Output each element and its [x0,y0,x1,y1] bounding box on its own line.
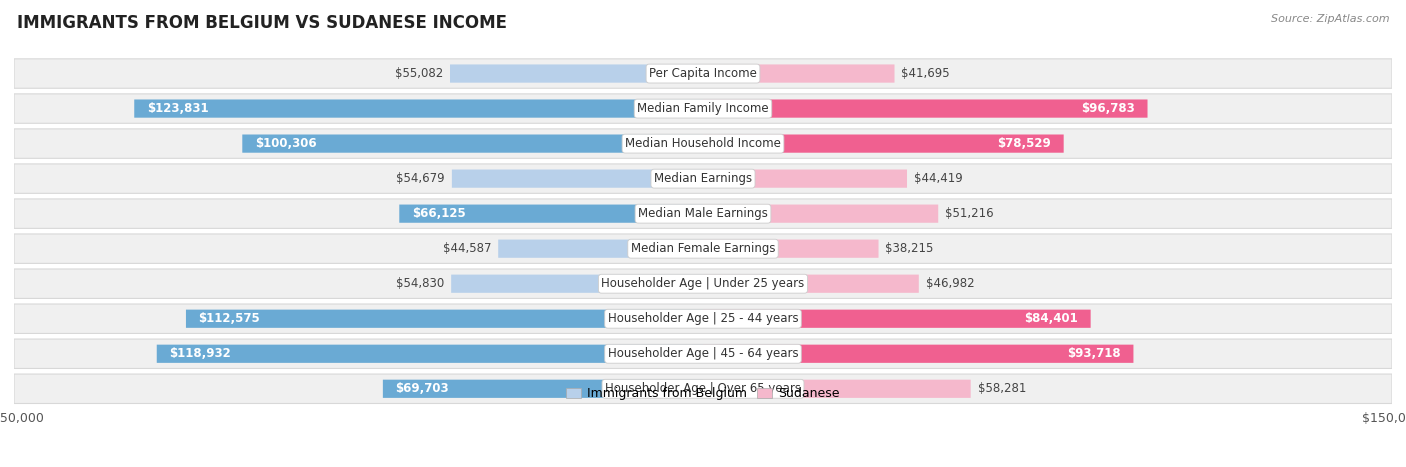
FancyBboxPatch shape [703,134,1064,153]
Text: Householder Age | Over 65 years: Householder Age | Over 65 years [605,382,801,395]
FancyBboxPatch shape [703,345,1133,363]
FancyBboxPatch shape [186,310,703,328]
Text: $66,125: $66,125 [412,207,465,220]
Text: Median Earnings: Median Earnings [654,172,752,185]
Text: $41,695: $41,695 [901,67,950,80]
Text: Median Male Earnings: Median Male Earnings [638,207,768,220]
Text: $44,419: $44,419 [914,172,963,185]
Text: $54,830: $54,830 [396,277,444,290]
FancyBboxPatch shape [703,99,1147,118]
FancyBboxPatch shape [14,129,1392,158]
Text: $93,718: $93,718 [1067,347,1121,360]
FancyBboxPatch shape [14,374,1392,403]
Text: Householder Age | Under 25 years: Householder Age | Under 25 years [602,277,804,290]
FancyBboxPatch shape [134,99,703,118]
Text: $96,783: $96,783 [1081,102,1135,115]
Text: $118,932: $118,932 [169,347,231,360]
FancyBboxPatch shape [156,345,703,363]
FancyBboxPatch shape [14,199,1392,228]
FancyBboxPatch shape [703,310,1091,328]
FancyBboxPatch shape [498,240,703,258]
Text: $55,082: $55,082 [395,67,443,80]
FancyBboxPatch shape [703,380,970,398]
Text: $54,679: $54,679 [396,172,444,185]
FancyBboxPatch shape [703,240,879,258]
FancyBboxPatch shape [14,269,1392,298]
FancyBboxPatch shape [450,64,703,83]
Text: $51,216: $51,216 [945,207,994,220]
Text: Median Family Income: Median Family Income [637,102,769,115]
Text: $78,529: $78,529 [997,137,1052,150]
Legend: Immigrants from Belgium, Sudanese: Immigrants from Belgium, Sudanese [567,388,839,400]
FancyBboxPatch shape [451,275,703,293]
Text: $84,401: $84,401 [1025,312,1078,325]
Text: $100,306: $100,306 [254,137,316,150]
Text: $123,831: $123,831 [146,102,208,115]
Text: Median Household Income: Median Household Income [626,137,780,150]
FancyBboxPatch shape [399,205,703,223]
FancyBboxPatch shape [703,275,918,293]
FancyBboxPatch shape [14,234,1392,263]
FancyBboxPatch shape [14,94,1392,123]
Text: $44,587: $44,587 [443,242,491,255]
Text: Per Capita Income: Per Capita Income [650,67,756,80]
FancyBboxPatch shape [14,304,1392,333]
Text: Householder Age | 25 - 44 years: Householder Age | 25 - 44 years [607,312,799,325]
FancyBboxPatch shape [703,64,894,83]
Text: Median Female Earnings: Median Female Earnings [631,242,775,255]
Text: Source: ZipAtlas.com: Source: ZipAtlas.com [1271,14,1389,24]
FancyBboxPatch shape [14,59,1392,88]
FancyBboxPatch shape [14,164,1392,193]
FancyBboxPatch shape [703,205,938,223]
Text: $69,703: $69,703 [395,382,449,395]
Text: $112,575: $112,575 [198,312,260,325]
FancyBboxPatch shape [14,339,1392,368]
Text: $58,281: $58,281 [977,382,1026,395]
Text: $46,982: $46,982 [925,277,974,290]
Text: Householder Age | 45 - 64 years: Householder Age | 45 - 64 years [607,347,799,360]
FancyBboxPatch shape [382,380,703,398]
Text: $38,215: $38,215 [886,242,934,255]
Text: IMMIGRANTS FROM BELGIUM VS SUDANESE INCOME: IMMIGRANTS FROM BELGIUM VS SUDANESE INCO… [17,14,508,32]
FancyBboxPatch shape [703,170,907,188]
FancyBboxPatch shape [242,134,703,153]
FancyBboxPatch shape [451,170,703,188]
